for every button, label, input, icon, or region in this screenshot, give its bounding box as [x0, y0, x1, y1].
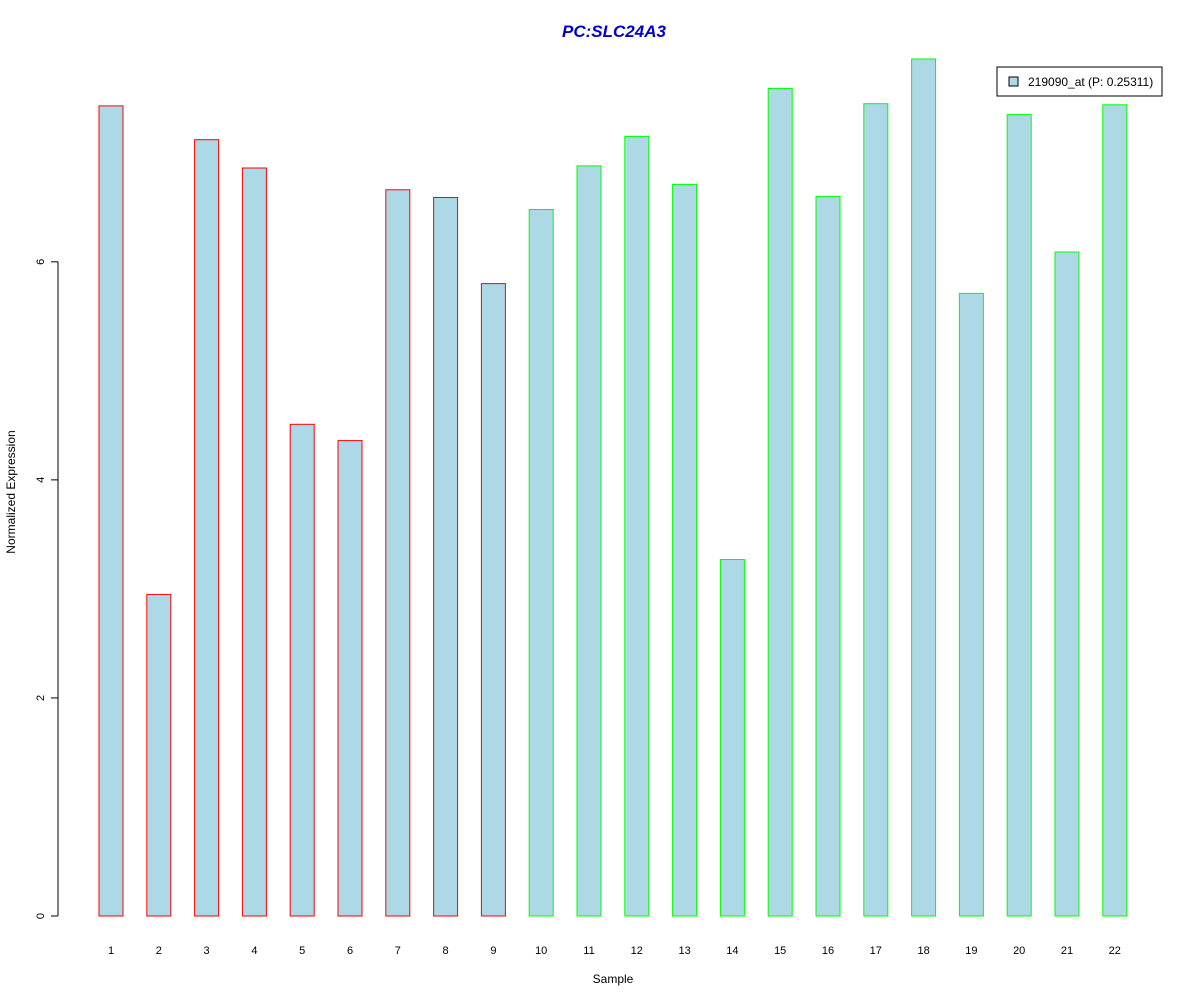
- y-tick-label: 6: [35, 259, 47, 265]
- x-tick-label: 8: [443, 945, 449, 957]
- bar-sample-18: [911, 58, 937, 917]
- x-tick-label: 21: [1061, 945, 1073, 957]
- y-axis-title: Normalized Expression: [4, 430, 18, 553]
- x-tick-label: 10: [535, 945, 547, 957]
- bar-sample-5: [289, 423, 315, 917]
- x-tick-labels: 1 2 3 4 5 6 7 8 9 10 11 12 13 14 15 16 17 18 19 20 21 22: [108, 945, 1121, 957]
- bar-sample-20: [1006, 114, 1032, 917]
- x-axis-title: Sample: [593, 972, 634, 986]
- bar-sample-2: [146, 593, 172, 917]
- bar-sample-4: [241, 167, 267, 917]
- x-tick-label: 1: [108, 945, 114, 957]
- bar-sample-17: [863, 103, 889, 917]
- bar-sample-15: [767, 87, 793, 917]
- x-tick-label: 18: [917, 945, 929, 957]
- y-tick-label: 2: [35, 695, 47, 701]
- x-tick-label: 7: [395, 945, 401, 957]
- bar-sample-11: [576, 165, 602, 917]
- legend-label: 219090_at (P: 0.25311): [1028, 75, 1153, 89]
- bar-sample-8: [433, 197, 459, 917]
- x-tick-label: 2: [156, 945, 162, 957]
- bar-sample-16: [815, 195, 841, 917]
- bar-sample-9: [480, 283, 506, 917]
- bar-sample-12: [624, 135, 650, 917]
- bar-sample-14: [719, 559, 745, 917]
- bar-sample-10: [528, 209, 554, 917]
- x-tick-label: 15: [774, 945, 786, 957]
- x-tick-label: 16: [822, 945, 834, 957]
- x-tick-label: 17: [870, 945, 882, 957]
- bar-sample-13: [672, 183, 698, 917]
- legend-swatch: [1008, 76, 1019, 87]
- y-tick-label: 4: [35, 477, 47, 483]
- x-tick-label: 11: [583, 945, 594, 957]
- x-tick-label: 20: [1013, 945, 1025, 957]
- bar-sample-6: [337, 440, 363, 917]
- bar-sample-22: [1102, 104, 1128, 917]
- bars-group: [98, 58, 1128, 917]
- x-tick-label: 3: [204, 945, 210, 957]
- bar-sample-3: [194, 139, 220, 917]
- x-tick-label: 19: [965, 945, 977, 957]
- x-tick-label: 14: [726, 945, 738, 957]
- y-axis: 0 2 4 6: [35, 259, 59, 919]
- x-tick-label: 13: [678, 945, 690, 957]
- x-tick-label: 4: [251, 945, 257, 957]
- bar-sample-19: [958, 292, 984, 917]
- y-tick-label: 0: [35, 913, 47, 919]
- x-tick-label: 12: [631, 945, 643, 957]
- legend: 219090_at (P: 0.25311): [996, 66, 1163, 97]
- x-tick-label: 22: [1109, 945, 1121, 957]
- bar-sample-21: [1054, 251, 1080, 917]
- bar-sample-7: [385, 189, 411, 917]
- legend-box: [996, 66, 1163, 97]
- chart-title: PC:SLC24A3: [562, 22, 666, 41]
- bar-sample-1: [98, 105, 124, 917]
- x-tick-label: 6: [347, 945, 353, 957]
- x-tick-label: 5: [299, 945, 305, 957]
- x-tick-label: 9: [490, 945, 496, 957]
